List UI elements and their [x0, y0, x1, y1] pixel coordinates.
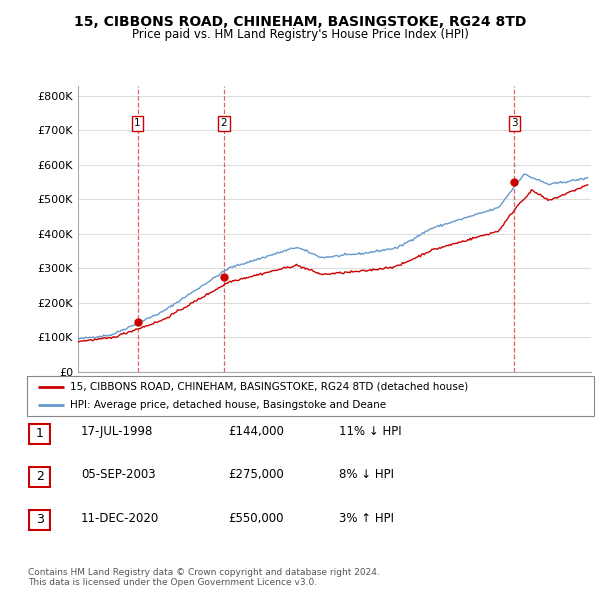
Text: 3: 3 — [35, 513, 44, 526]
Text: 11-DEC-2020: 11-DEC-2020 — [81, 512, 159, 525]
Text: 3% ↑ HPI: 3% ↑ HPI — [339, 512, 394, 525]
Text: 2: 2 — [221, 119, 227, 129]
Text: £144,000: £144,000 — [228, 425, 284, 438]
Text: 15, CIBBONS ROAD, CHINEHAM, BASINGSTOKE, RG24 8TD: 15, CIBBONS ROAD, CHINEHAM, BASINGSTOKE,… — [74, 15, 526, 29]
Text: 3: 3 — [511, 119, 518, 129]
Text: HPI: Average price, detached house, Basingstoke and Deane: HPI: Average price, detached house, Basi… — [70, 400, 386, 410]
Text: £550,000: £550,000 — [228, 512, 284, 525]
Text: 05-SEP-2003: 05-SEP-2003 — [81, 468, 155, 481]
Text: 1: 1 — [35, 427, 44, 440]
FancyBboxPatch shape — [29, 510, 50, 530]
Text: 8% ↓ HPI: 8% ↓ HPI — [339, 468, 394, 481]
FancyBboxPatch shape — [27, 376, 594, 416]
FancyBboxPatch shape — [29, 467, 50, 487]
FancyBboxPatch shape — [29, 424, 50, 444]
Text: 11% ↓ HPI: 11% ↓ HPI — [339, 425, 401, 438]
Text: Price paid vs. HM Land Registry's House Price Index (HPI): Price paid vs. HM Land Registry's House … — [131, 28, 469, 41]
Text: 17-JUL-1998: 17-JUL-1998 — [81, 425, 154, 438]
Text: 1: 1 — [134, 119, 141, 129]
Text: 2: 2 — [35, 470, 44, 483]
Text: £275,000: £275,000 — [228, 468, 284, 481]
Text: 15, CIBBONS ROAD, CHINEHAM, BASINGSTOKE, RG24 8TD (detached house): 15, CIBBONS ROAD, CHINEHAM, BASINGSTOKE,… — [70, 382, 468, 392]
Text: Contains HM Land Registry data © Crown copyright and database right 2024.
This d: Contains HM Land Registry data © Crown c… — [28, 568, 380, 587]
